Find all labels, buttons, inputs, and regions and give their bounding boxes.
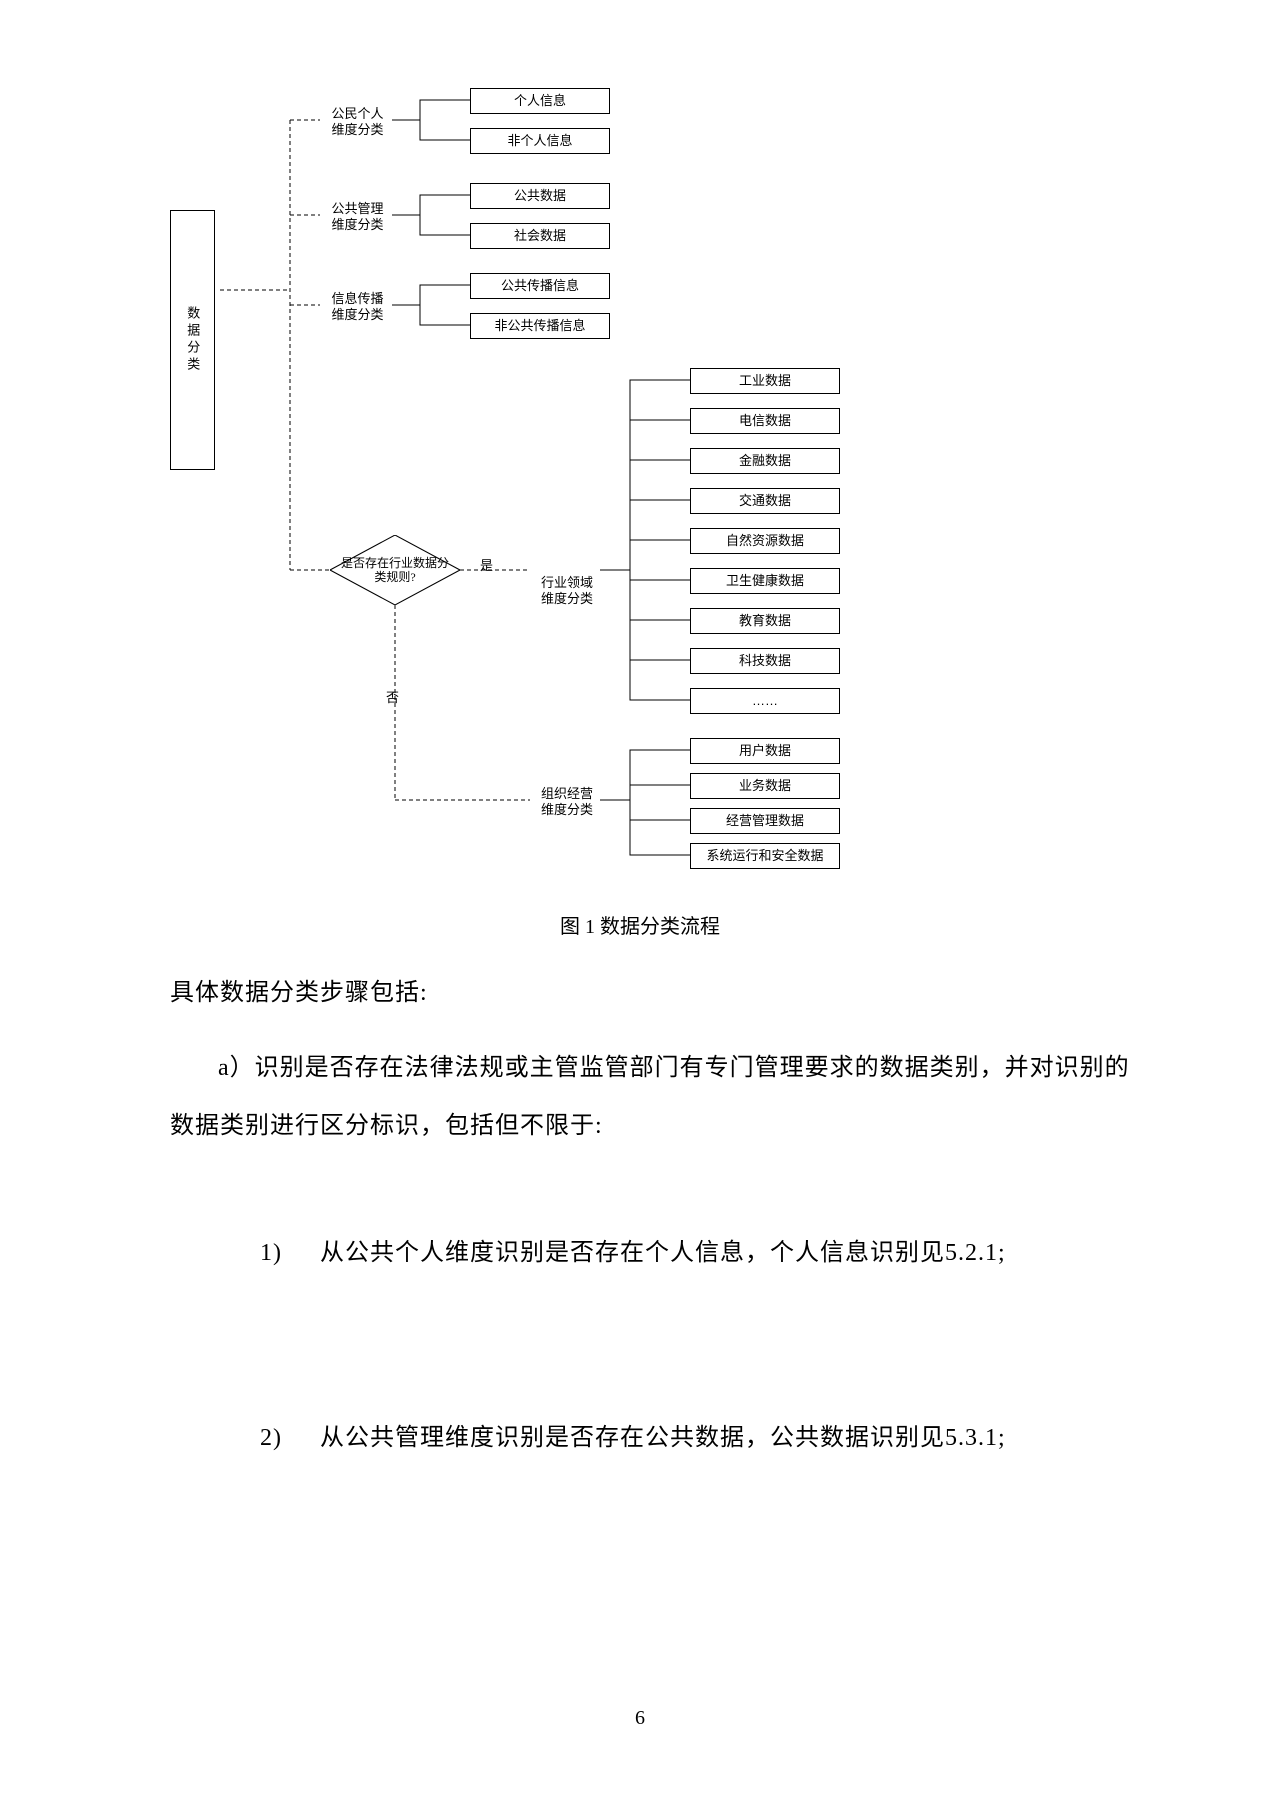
yes-label: 是 — [480, 558, 493, 574]
branch2-label: 公共管理维度分类 — [320, 201, 395, 232]
yes-item2: 金融数据 — [690, 448, 840, 474]
no-item2: 经营管理数据 — [690, 808, 840, 834]
no-label: 否 — [386, 690, 399, 706]
yes-branch-label: 行业领域维度分类 — [532, 575, 602, 606]
page-number: 6 — [0, 1707, 1280, 1730]
branch3-label: 信息传播维度分类 — [320, 291, 395, 322]
yes-item0: 工业数据 — [690, 368, 840, 394]
list-item-2: 从公共管理维度识别是否存在公共数据，公共数据识别见5.3.1; — [320, 1410, 1110, 1468]
paragraph-2: a）识别是否存在法律法规或主管监管部门有专门管理要求的数据类别，并对识别的数据类… — [170, 1040, 1140, 1155]
branch1-item0: 个人信息 — [470, 88, 610, 114]
no-branch-label: 组织经营维度分类 — [532, 786, 602, 817]
branch3-item1: 非公共传播信息 — [470, 313, 610, 339]
branch3-item0: 公共传播信息 — [470, 273, 610, 299]
yes-item8: …… — [690, 688, 840, 714]
yes-item5: 卫生健康数据 — [690, 568, 840, 594]
root-label: 数据分类 — [185, 306, 201, 374]
branch2-item1: 社会数据 — [470, 223, 610, 249]
branch1-item1: 非个人信息 — [470, 128, 610, 154]
connector-lines — [160, 80, 1120, 900]
yes-item1: 电信数据 — [690, 408, 840, 434]
root-node: 数据分类 — [170, 210, 215, 470]
branch2-item0: 公共数据 — [470, 183, 610, 209]
list-item-2-num: 2) — [260, 1410, 282, 1468]
yes-item3: 交通数据 — [690, 488, 840, 514]
branch1-label: 公民个人维度分类 — [320, 106, 395, 137]
list-item-1-num: 1) — [260, 1225, 282, 1283]
yes-item6: 教育数据 — [690, 608, 840, 634]
decision-text: 是否存在行业数据分类规则? — [330, 556, 460, 585]
paragraph-1: 具体数据分类步骤包括: — [170, 965, 1130, 1023]
yes-item4: 自然资源数据 — [690, 528, 840, 554]
no-item0: 用户数据 — [690, 738, 840, 764]
decision-diamond: 是否存在行业数据分类规则? — [330, 535, 460, 605]
no-item1: 业务数据 — [690, 773, 840, 799]
yes-item7: 科技数据 — [690, 648, 840, 674]
no-item3: 系统运行和安全数据 — [690, 843, 840, 869]
figure-caption: 图 1 数据分类流程 — [0, 910, 1280, 939]
flowchart-diagram: 数据分类 公民个人维度分类 个人信息 非个人信息 公共管理维度分类 公共数据 社… — [160, 80, 1120, 900]
list-item-1: 从公共个人维度识别是否存在个人信息，个人信息识别见5.2.1; — [320, 1225, 1110, 1283]
